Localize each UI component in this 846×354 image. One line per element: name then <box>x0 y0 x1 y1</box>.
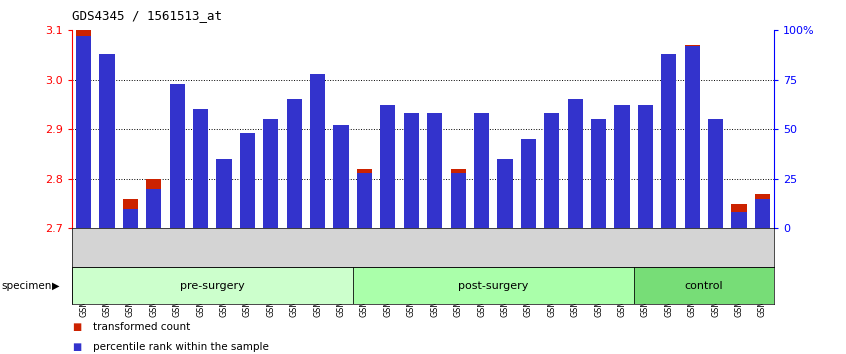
Bar <box>684 45 700 228</box>
Text: ■: ■ <box>72 322 81 332</box>
Text: post-surgery: post-surgery <box>458 281 529 291</box>
Bar <box>732 212 746 228</box>
Bar <box>497 159 513 228</box>
Bar <box>638 105 653 228</box>
Bar <box>310 74 325 228</box>
Bar <box>591 119 606 228</box>
Bar <box>263 119 278 228</box>
Bar <box>217 159 232 228</box>
Bar <box>708 119 723 228</box>
Bar <box>451 169 465 228</box>
Bar <box>72 267 353 304</box>
Bar <box>755 194 770 228</box>
Text: GDS4345 / 1561513_at: GDS4345 / 1561513_at <box>72 9 222 22</box>
Text: transformed count: transformed count <box>93 322 190 332</box>
Text: control: control <box>684 281 723 291</box>
Bar <box>333 125 349 228</box>
Bar <box>544 113 559 228</box>
Bar <box>76 36 91 228</box>
Bar <box>100 54 114 228</box>
Bar <box>568 99 583 228</box>
Bar <box>427 113 442 228</box>
Bar <box>497 159 513 228</box>
Bar <box>146 189 162 228</box>
Bar <box>123 209 138 228</box>
Bar <box>193 119 208 228</box>
Bar <box>427 119 442 228</box>
Text: ▶: ▶ <box>52 281 60 291</box>
Bar <box>287 99 302 228</box>
Bar <box>240 133 255 228</box>
Bar <box>217 159 232 228</box>
Bar <box>451 173 465 228</box>
Bar <box>357 169 372 228</box>
Bar <box>684 46 700 228</box>
Bar <box>357 173 372 228</box>
Bar <box>591 124 606 228</box>
Bar <box>333 129 349 228</box>
Bar <box>662 54 676 228</box>
Bar <box>170 95 184 228</box>
Bar <box>544 119 559 228</box>
Bar <box>287 99 302 228</box>
Bar <box>310 75 325 228</box>
Bar <box>708 124 723 228</box>
Bar <box>662 55 676 228</box>
Bar <box>146 179 162 228</box>
Bar <box>123 199 138 228</box>
Bar <box>193 109 208 228</box>
Bar <box>404 119 419 228</box>
Text: specimen: specimen <box>2 281 52 291</box>
Bar <box>568 99 583 228</box>
Bar <box>381 109 395 228</box>
Text: pre-surgery: pre-surgery <box>180 281 244 291</box>
Bar <box>634 267 774 304</box>
Bar <box>404 113 419 228</box>
Bar <box>240 139 255 228</box>
Bar <box>638 109 653 228</box>
Bar <box>732 204 746 228</box>
Bar <box>474 113 489 228</box>
Bar <box>76 30 91 228</box>
Bar <box>100 55 114 228</box>
Text: percentile rank within the sample: percentile rank within the sample <box>93 342 269 352</box>
Bar <box>263 124 278 228</box>
Bar <box>521 139 536 228</box>
Bar <box>614 109 629 228</box>
Bar <box>614 105 629 228</box>
Bar <box>474 119 489 228</box>
Bar <box>381 105 395 228</box>
Text: ■: ■ <box>72 342 81 352</box>
Bar <box>170 84 184 228</box>
Bar <box>521 139 536 228</box>
Bar <box>353 267 634 304</box>
Bar <box>755 199 770 228</box>
